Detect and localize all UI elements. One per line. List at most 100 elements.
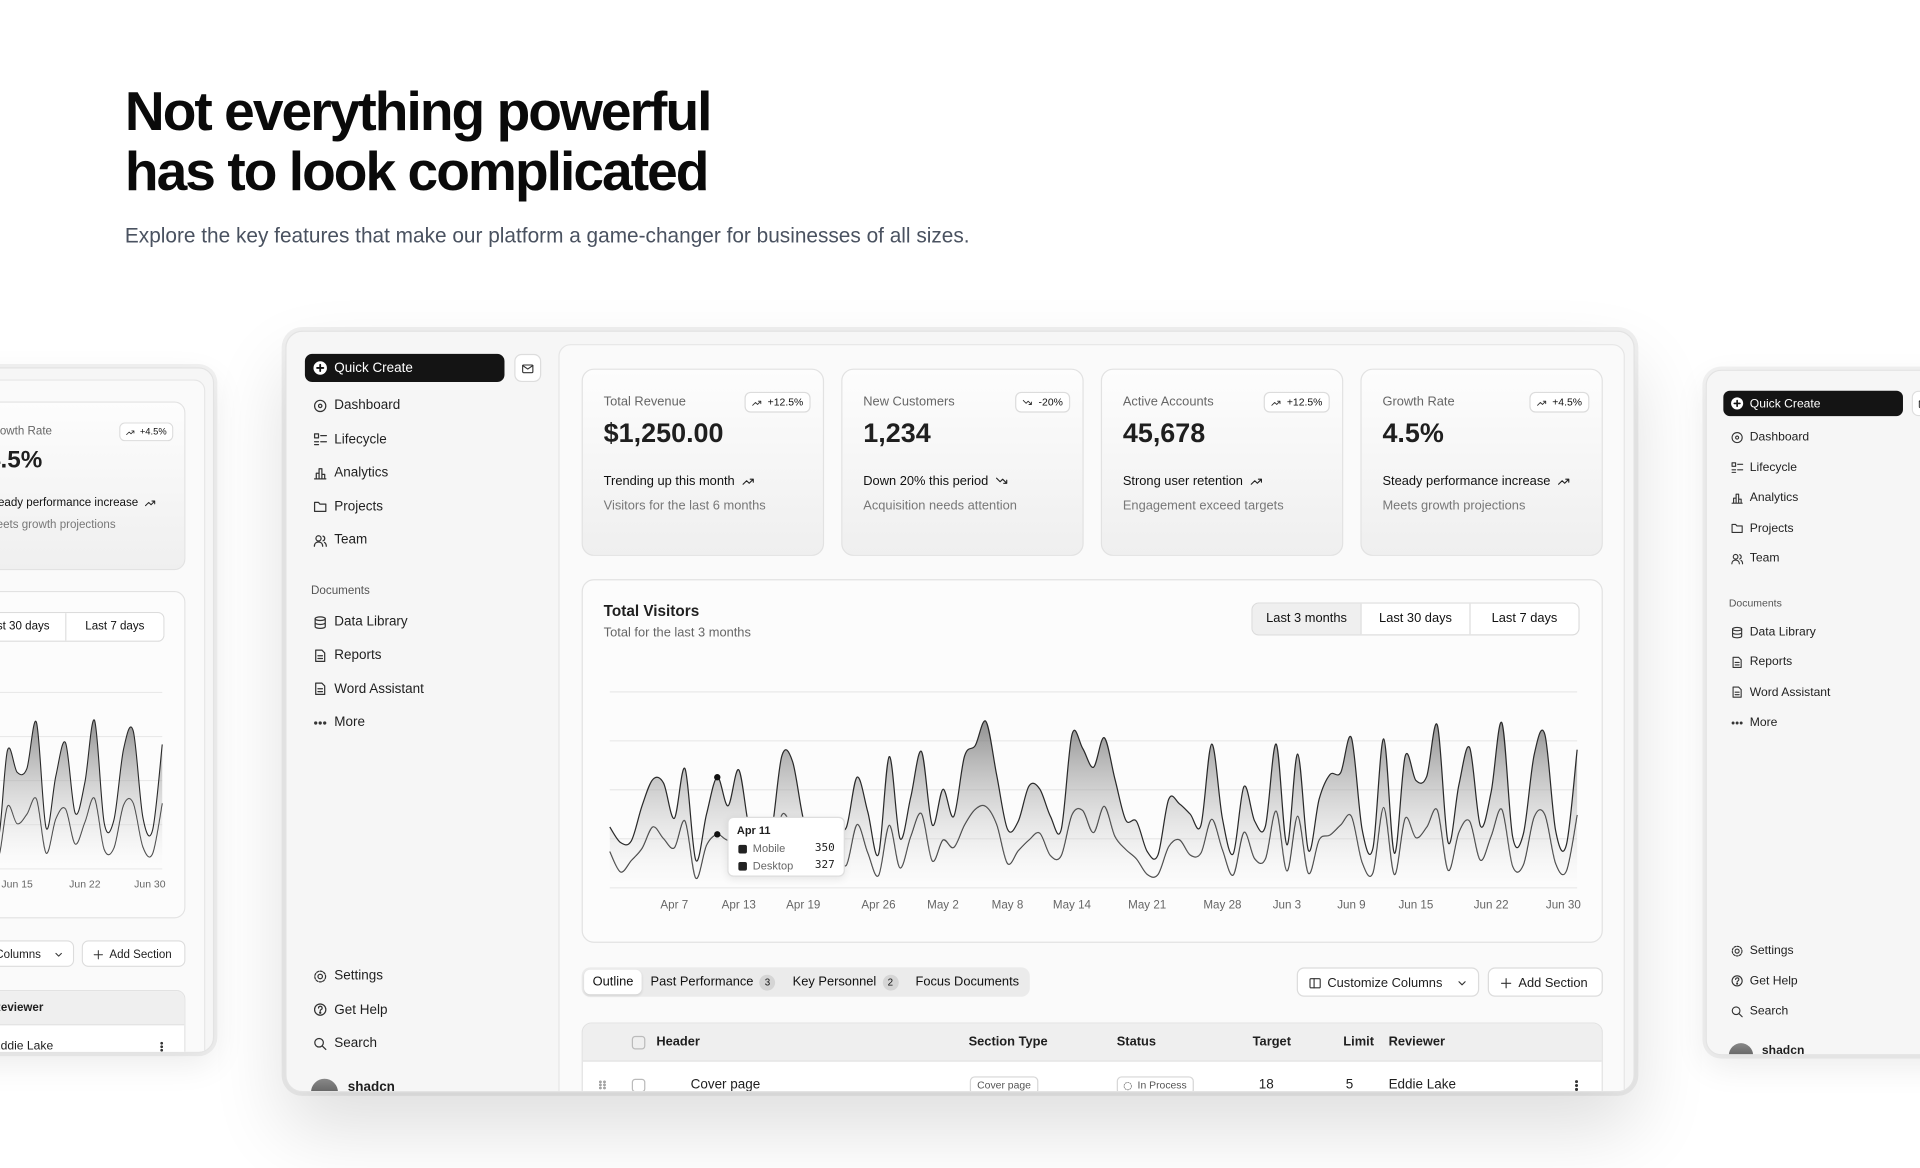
- area-chart: Apr 7 Apr 13 Apr 19 Apr 26 May 2 May 8 May 14 M…: [609, 691, 1581, 912]
- icon: [1250, 478, 1263, 485]
- nav-item[interactable]: Projects: [1722, 516, 1920, 540]
- icon-shape: [313, 434, 327, 446]
- toolbar-label: Add Section: [109, 947, 172, 961]
- area-line: [609, 720, 1578, 862]
- tab-label: Outline: [592, 974, 634, 990]
- icon-shape: [1733, 399, 1741, 408]
- tab[interactable]: Outline: [584, 969, 642, 995]
- nav-item[interactable]: Team: [304, 527, 542, 554]
- card-note: Engagement exceed targets: [1122, 498, 1284, 514]
- card-footer: Steady performance increase Meets growth …: [0, 495, 168, 534]
- nav-item[interactable]: Analytics: [304, 459, 542, 486]
- nav-label: More: [334, 715, 365, 731]
- nav-item[interactable]: Projects: [304, 493, 542, 520]
- card-value: $1,250.00: [603, 417, 724, 449]
- metric-card: Active Accounts +12.5% 45,678 Strong user r…: [1100, 368, 1344, 556]
- nav-item[interactable]: Data Library: [304, 609, 542, 636]
- hero-subtitle: Explore the key features that make our p…: [124, 224, 970, 248]
- toolbar-button[interactable]: Customize Columns: [0, 940, 75, 967]
- range-option[interactable]: Last 7 days: [1469, 603, 1579, 635]
- icon-shape: [1734, 691, 1740, 696]
- icon: [1732, 686, 1742, 699]
- range-option[interactable]: Last 3 months: [1252, 603, 1361, 635]
- nav-label: Word Assistant: [1749, 685, 1831, 700]
- toolbar-button[interactable]: Customize Columns: [1296, 967, 1480, 997]
- tab[interactable]: Key Personnel 2: [784, 970, 907, 994]
- toolbar-button[interactable]: Add Section: [81, 940, 186, 967]
- table-header: [0, 991, 185, 1026]
- icon-shape: [1731, 1005, 1741, 1015]
- range-option[interactable]: Last 7 days: [65, 613, 164, 641]
- icon-shape: [522, 363, 534, 373]
- icon-shape: [1731, 523, 1743, 534]
- icon: [1575, 1079, 1579, 1091]
- nav-item[interactable]: Search: [1722, 999, 1920, 1023]
- cell: 5: [1345, 1077, 1354, 1093]
- tab[interactable]: Past Performance 3: [642, 970, 784, 994]
- card-badge: +12.5%: [1263, 391, 1330, 413]
- nav-item[interactable]: Get Help: [304, 996, 542, 1023]
- icon-shape: [125, 429, 134, 435]
- nav-item[interactable]: Get Help: [1722, 969, 1920, 993]
- icon-shape: [599, 1086, 602, 1090]
- nav-label: Data Library: [1749, 625, 1816, 639]
- icon-shape: [314, 615, 326, 621]
- nav-label: Get Help: [334, 1002, 388, 1017]
- tooltip-date: Apr 11: [736, 824, 771, 837]
- nav-item[interactable]: Search: [304, 1030, 542, 1057]
- card-label: Total Revenue: [603, 394, 686, 409]
- icon-shape: [314, 969, 327, 982]
- card-trend-text: Steady performance increase: [1382, 473, 1551, 489]
- dashboard-frame: Quick Create Dashboard Lifecycle Analytics P…: [1705, 369, 1920, 1056]
- icon-shape: [313, 501, 327, 512]
- nav-item[interactable]: Reports: [304, 642, 542, 669]
- nav-item[interactable]: More: [1722, 711, 1920, 735]
- nav-item[interactable]: Team: [1722, 546, 1920, 570]
- nav-item[interactable]: Lifecycle: [1722, 455, 1920, 479]
- nav-item[interactable]: Settings: [1722, 938, 1920, 962]
- nav-item[interactable]: More: [304, 709, 542, 736]
- icon-shape: [1731, 462, 1737, 467]
- icon-shape: [160, 1041, 164, 1045]
- tooltip-dot: [714, 831, 721, 838]
- icon: [1271, 400, 1281, 406]
- nav-item[interactable]: Lifecycle: [304, 426, 542, 453]
- icon-shape: [996, 477, 1008, 484]
- nav-item[interactable]: Dashboard: [304, 392, 542, 419]
- tooltip-series: Desktop: [752, 859, 794, 872]
- nav-item[interactable]: Data Library: [1722, 620, 1920, 644]
- range-option[interactable]: Last 30 days: [1360, 603, 1470, 635]
- toolbar-button[interactable]: Add Section: [1487, 967, 1603, 997]
- nav-item[interactable]: Settings: [304, 962, 542, 989]
- tab-label: Past Performance: [650, 974, 754, 990]
- icon-shape: [752, 400, 762, 406]
- nav-item[interactable]: Analytics: [1722, 486, 1920, 510]
- card-footer: Strong user retention Engagement exceed t…: [1123, 473, 1324, 516]
- quick-create-button[interactable]: Quick Create: [1723, 390, 1903, 417]
- icon-shape: [1536, 400, 1546, 406]
- nav-item[interactable]: Word Assistant: [304, 676, 542, 703]
- icon-shape: [1918, 399, 1920, 408]
- nav-item[interactable]: Word Assistant: [1722, 680, 1920, 704]
- card-trend: Down 20% this period: [863, 473, 1064, 491]
- icon-shape: [1731, 493, 1743, 504]
- nav-label: Reports: [334, 648, 382, 663]
- icon: [1123, 1081, 1132, 1090]
- nav-item[interactable]: Reports: [1722, 650, 1920, 674]
- range-option[interactable]: Last 30 days: [0, 613, 66, 641]
- icon-shape: [742, 478, 754, 485]
- inbox-button[interactable]: [1911, 390, 1920, 417]
- area: [0, 720, 163, 857]
- nav-item[interactable]: Dashboard: [1722, 425, 1920, 449]
- inbox-button[interactable]: [514, 353, 542, 383]
- icon: [742, 478, 754, 485]
- tab[interactable]: Focus Documents: [907, 970, 1028, 994]
- nav-label: Reports: [1749, 655, 1793, 669]
- quick-create-button[interactable]: Quick Create: [304, 353, 505, 383]
- x-tick-label: Jun 30: [1546, 899, 1581, 912]
- icon: [1918, 399, 1920, 408]
- nav-label: Analytics: [334, 465, 389, 480]
